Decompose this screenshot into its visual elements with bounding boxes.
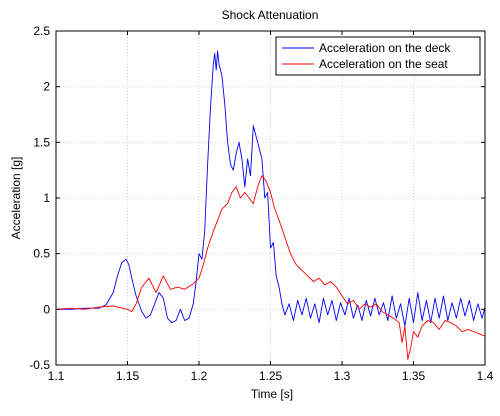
grid-horizontal (56, 86, 485, 310)
series-line-seat (56, 175, 485, 360)
y-tick-label: 2 (43, 80, 50, 94)
y-tick-label: 0 (43, 302, 50, 316)
x-axis-label: Time [s] (251, 387, 293, 401)
y-tick-label: 1 (43, 191, 50, 205)
legend: Acceleration on the deck Acceleration on … (275, 36, 481, 76)
legend-label: Acceleration on the deck (319, 41, 451, 55)
y-axis: -0.5 0 0.5 1 1.5 2 2.5 (29, 24, 485, 372)
legend-label: Acceleration on the seat (319, 57, 448, 71)
x-tick-label: 1.15 (116, 369, 140, 383)
x-axis: 1.1 1.15 1.2 1.25 1.3 1.35 1.4 (48, 31, 494, 383)
plot-background (56, 31, 485, 365)
legend-box (275, 36, 481, 76)
x-tick-label: 1.35 (402, 369, 426, 383)
x-tick-label: 1.25 (259, 369, 283, 383)
y-tick-label: -0.5 (29, 358, 50, 372)
x-tick-label: 1.3 (334, 369, 351, 383)
series-line-deck (56, 50, 485, 327)
chart-title: Shock Attenuation (222, 8, 319, 22)
x-tick-label: 1.1 (48, 369, 65, 383)
x-tick-label: 1.2 (191, 369, 208, 383)
y-tick-label: 1.5 (33, 135, 50, 149)
y-tick-label: 2.5 (33, 24, 50, 38)
series-layer (56, 50, 485, 360)
plot-area (55, 30, 486, 366)
y-tick-label: 0.5 (33, 247, 50, 261)
y-axis-label: Acceleration [g] (9, 157, 23, 240)
x-tick-label: 1.4 (477, 369, 494, 383)
